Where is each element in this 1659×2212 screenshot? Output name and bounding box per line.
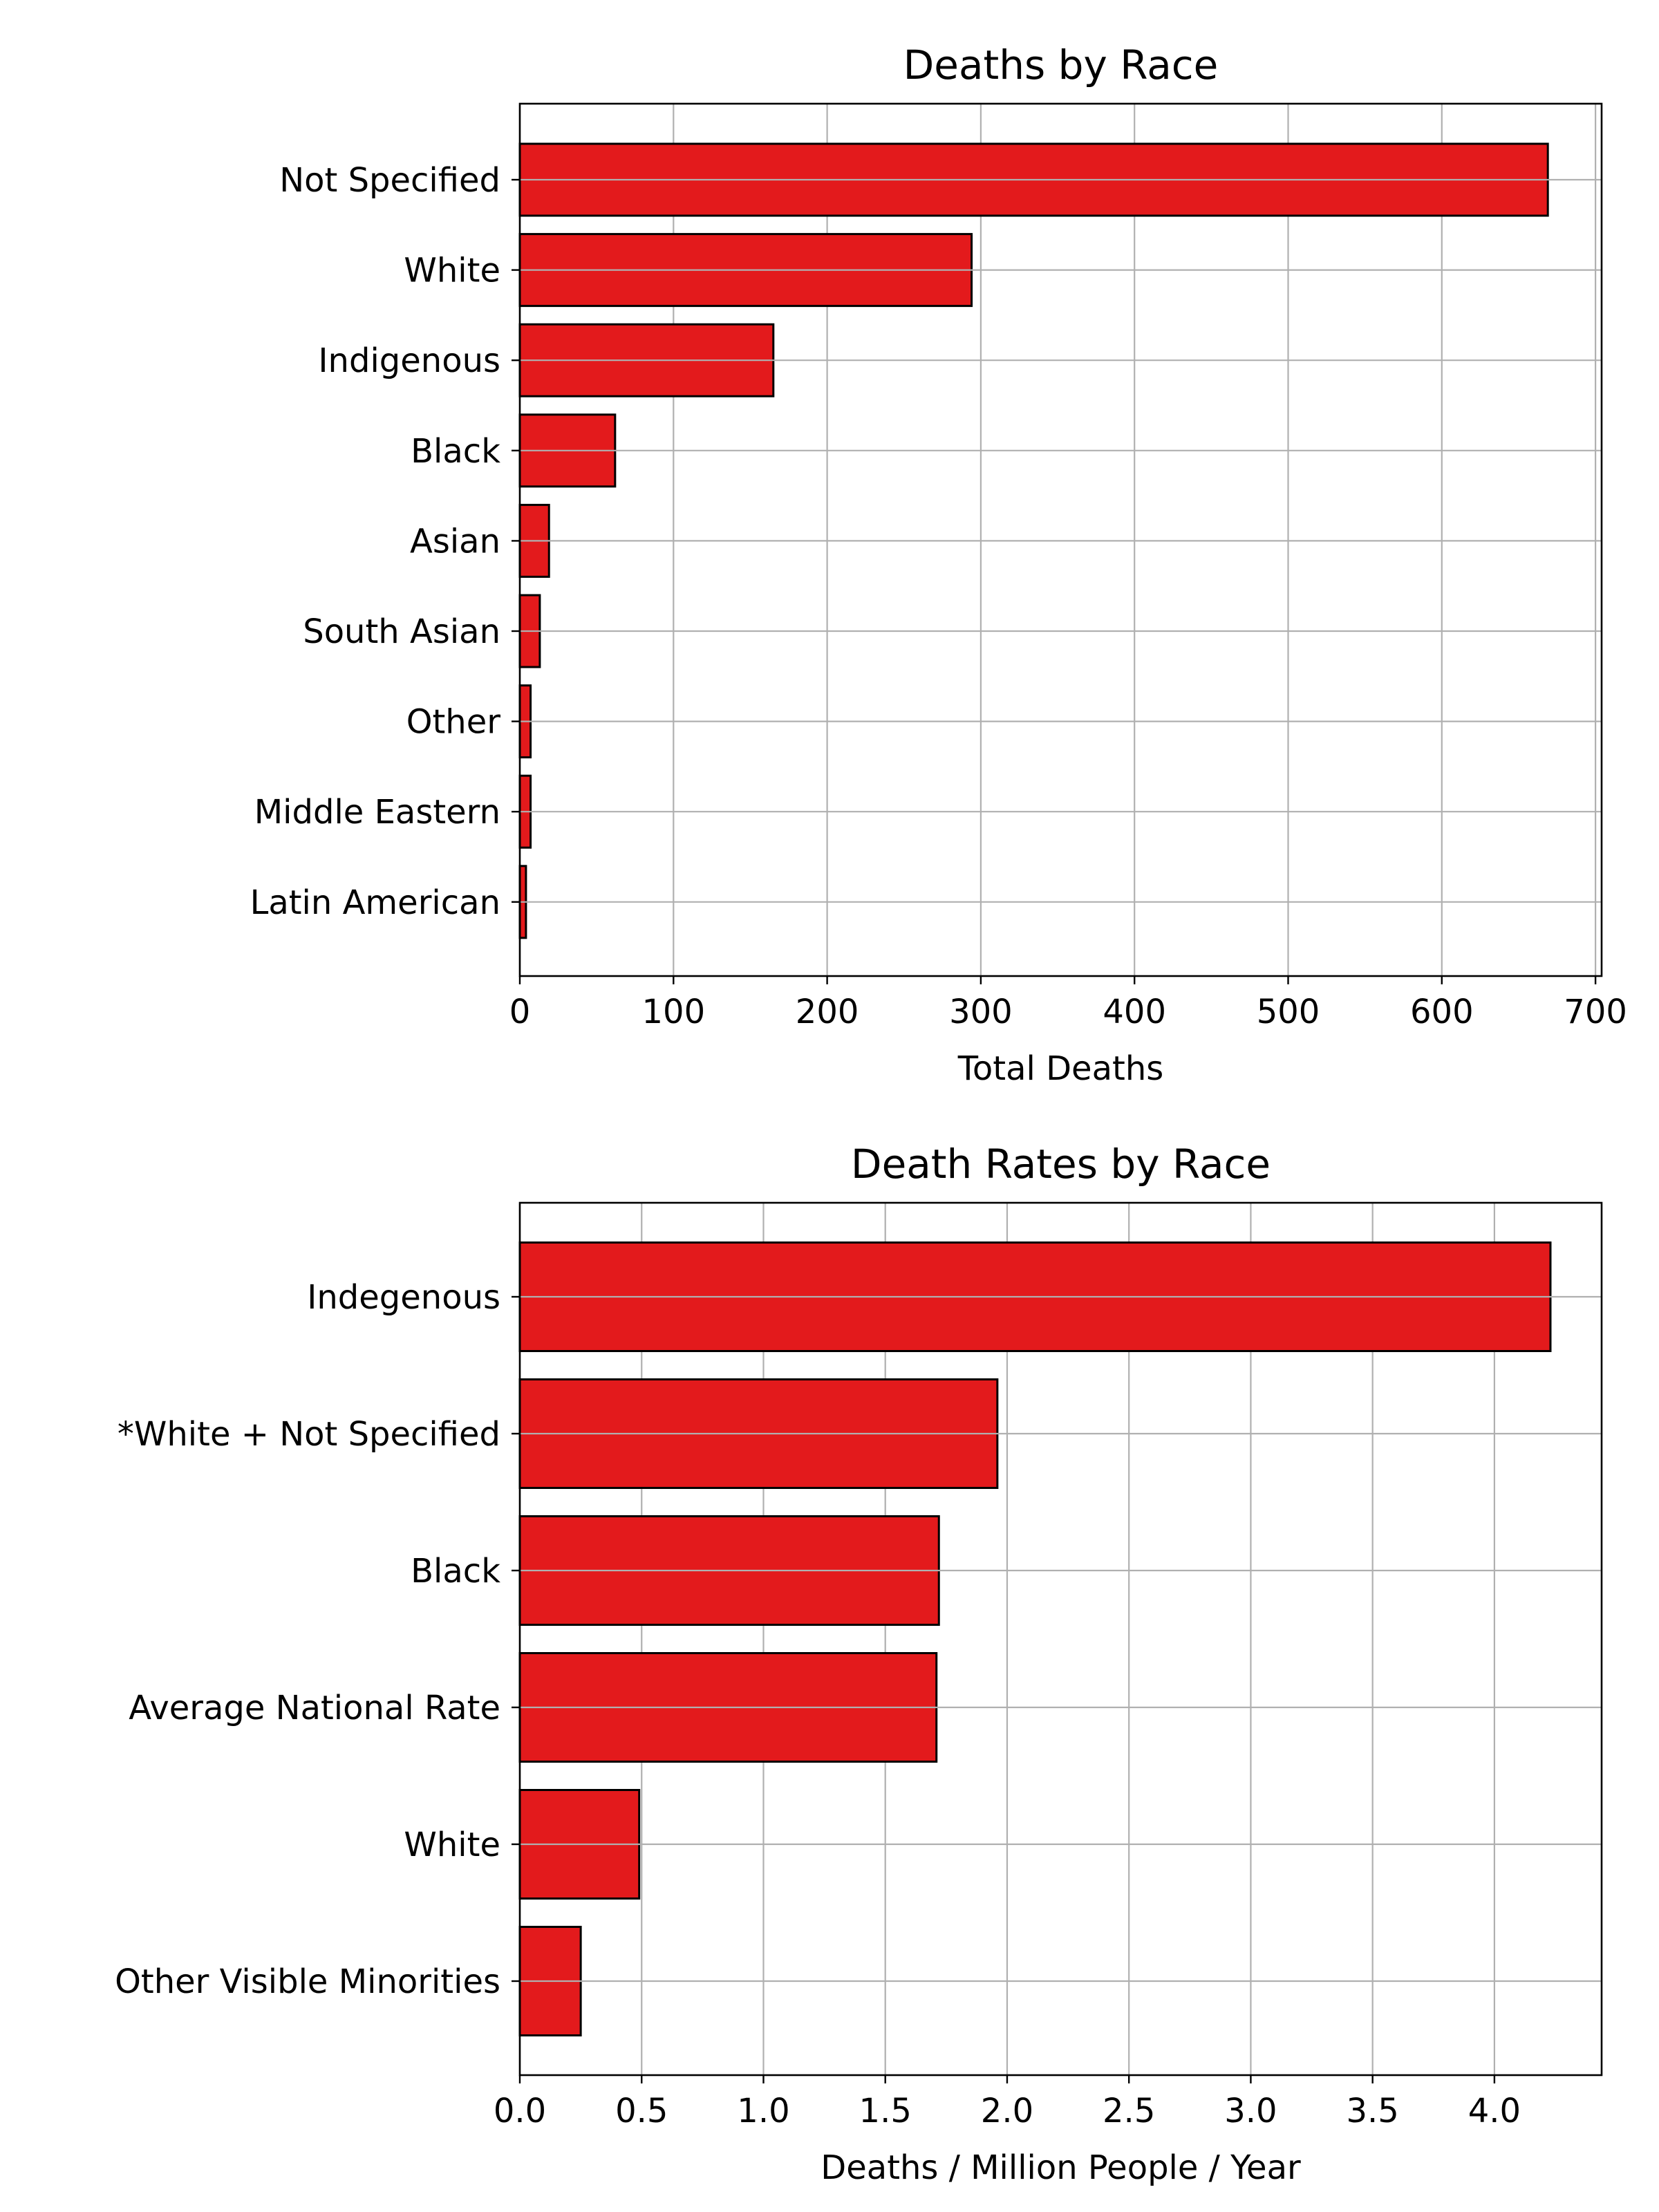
x-tick-label: 0 [509, 993, 531, 1031]
x-tick-label: 1.5 [859, 2092, 912, 2130]
y-tick-label: Average National Rate [129, 1689, 500, 1727]
chart-death-rates-by-race: Indegenous *White + Not Specified Black Ave… [115, 1141, 1603, 2187]
x-tick-label: 500 [1257, 993, 1320, 1031]
y-tick-label: Indigenous [318, 341, 500, 380]
x-tick-label: 1.0 [737, 2092, 789, 2130]
x-tick-label: 3.0 [1224, 2092, 1277, 2130]
y-tick-label: Latin American [250, 883, 500, 922]
y-tick-label: White [404, 252, 500, 290]
x-tick-label: 2.0 [981, 2092, 1033, 2130]
y-tick-label: Not Specified [279, 161, 500, 200]
y-tick-label: Other [406, 703, 501, 742]
x-tick-label: 400 [1103, 993, 1166, 1031]
x-tick-label: 3.5 [1346, 2092, 1398, 2130]
axes-frame [518, 1201, 1603, 2077]
y-tick-label: Middle Eastern [254, 793, 500, 832]
y-tick-label: Black [411, 1552, 500, 1591]
y-tick-label: South Asian [303, 612, 500, 651]
axes-frame [518, 102, 1603, 977]
y-tick-label: Black [411, 432, 500, 471]
y-tick-label: White [404, 1826, 500, 1864]
y-tick-label: *White + Not Specified [118, 1415, 500, 1454]
x-tick-label: 200 [796, 993, 859, 1031]
y-tick-label: Indegenous [307, 1278, 500, 1317]
y-tick-label: Asian [410, 522, 500, 561]
x-tick-label: 2.5 [1103, 2092, 1155, 2130]
x-axis-label: Deaths / Million People / Year [821, 2148, 1301, 2187]
x-tick-label: 600 [1410, 993, 1474, 1031]
chart-title: Death Rates by Race [851, 1141, 1271, 1188]
y-tick-label: Other Visible Minorities [115, 1962, 500, 2001]
x-axis-label: Total Deaths [957, 1049, 1164, 1088]
x-tick-label: 300 [949, 993, 1013, 1031]
x-tick-label: 100 [641, 993, 705, 1031]
x-tick-label: 0.0 [494, 2092, 546, 2130]
x-tick-label: 0.5 [615, 2092, 668, 2130]
x-tick-label: 4.0 [1468, 2092, 1521, 2130]
x-tick-label: 700 [1564, 993, 1627, 1031]
chart-title: Deaths by Race [903, 41, 1219, 88]
chart-deaths-by-race: Not Specified White Indigenous Black Asian So… [250, 41, 1627, 1088]
